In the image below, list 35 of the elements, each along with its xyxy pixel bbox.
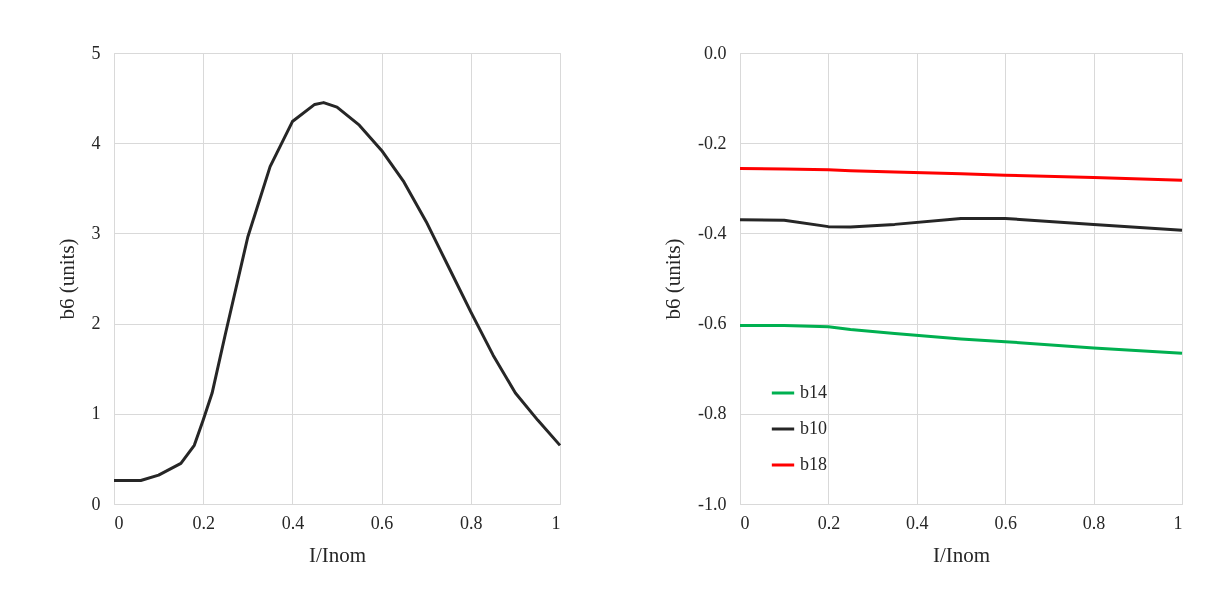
x-tick-label: 0	[114, 512, 124, 533]
y-axis-title: b6 (units)	[54, 238, 79, 320]
y-tick-label: 5	[91, 42, 101, 63]
y-tick-label: -0.4	[698, 222, 727, 243]
x-tick-label: 0.8	[1082, 512, 1106, 533]
x-tick-label: 0.6	[370, 512, 394, 533]
y-tick-label: -0.8	[698, 403, 727, 424]
x-tick-label: 0.2	[192, 512, 215, 533]
legend-label: b18	[800, 454, 827, 474]
y-tick-label: -1.0	[698, 493, 727, 514]
x-tick-label: 1	[551, 512, 561, 533]
y-tick-label: -0.2	[698, 132, 727, 153]
x-axis-title: I/Inom	[932, 542, 991, 567]
legend-label: b10	[800, 418, 827, 438]
x-tick-label: 0	[740, 512, 750, 533]
y-axis-title: b6 (units)	[661, 238, 686, 320]
legend-label: b14	[800, 382, 827, 402]
y-tick-label: 2	[91, 313, 101, 334]
x-tick-label: 0.6	[994, 512, 1017, 533]
x-tick-label: 0.4	[906, 512, 929, 533]
x-tick-label: 1	[1173, 512, 1183, 533]
y-tick-label: 4	[91, 132, 101, 153]
y-tick-label: 0	[91, 493, 101, 514]
x-tick-label: 0.8	[460, 512, 483, 533]
x-tick-label: 0.4	[281, 512, 305, 533]
x-axis-title: I/Inom	[308, 542, 367, 567]
line-series	[738, 217, 1184, 232]
x-tick-label: 0.2	[817, 512, 841, 533]
y-tick-label: 1	[91, 403, 101, 424]
line-series	[112, 101, 562, 483]
line-series	[738, 323, 1184, 355]
line-series	[738, 166, 1184, 182]
y-tick-label: 3	[91, 222, 101, 243]
y-tick-label: 0.0	[704, 42, 727, 63]
y-tick-label: -0.6	[698, 313, 727, 334]
